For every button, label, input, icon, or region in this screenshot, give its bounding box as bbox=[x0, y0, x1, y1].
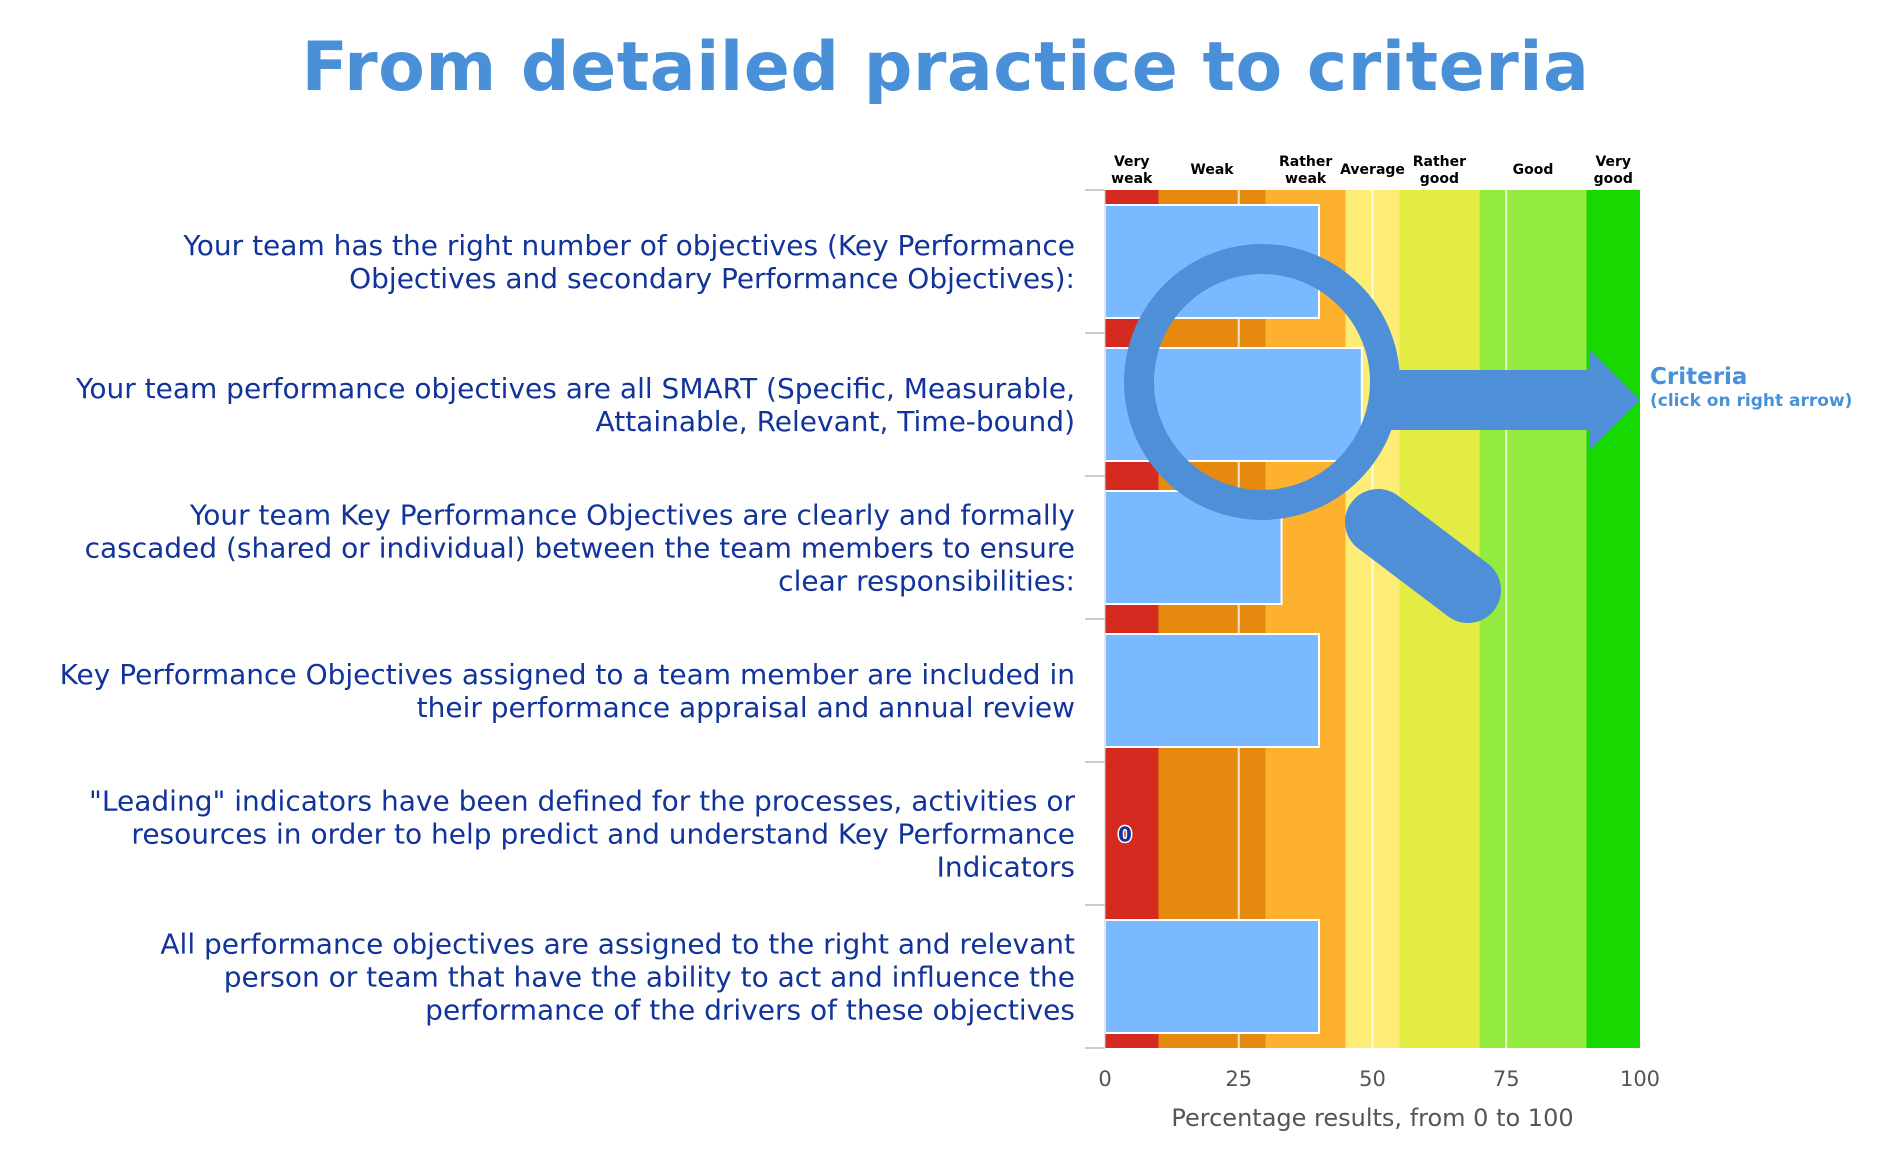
category-label: clear responsibilities: bbox=[778, 565, 1075, 598]
category-label: cascaded (shared or individual) between … bbox=[85, 532, 1075, 565]
right-arrow-icon[interactable] bbox=[1380, 350, 1640, 450]
x-tick-label: 75 bbox=[1493, 1067, 1520, 1091]
band-label: Average bbox=[1340, 162, 1405, 178]
category-label: resources in order to help predict and u… bbox=[131, 818, 1075, 851]
category-label: "Leading" indicators have been defined f… bbox=[89, 785, 1075, 818]
category-label: Attainable, Relevant, Time-bound) bbox=[596, 405, 1075, 438]
criteria-label[interactable]: Criteria bbox=[1650, 364, 1747, 390]
category-label: Objectives and secondary Performance Obj… bbox=[349, 262, 1075, 295]
x-axis: 0 25 50 75 100 Percentage results, from 0 to … bbox=[1085, 189, 1660, 1132]
category-label: All performance objectives are assigned … bbox=[160, 928, 1075, 961]
category-label: Indicators bbox=[937, 851, 1075, 884]
category-label: Your team has the right number of object… bbox=[182, 229, 1075, 262]
category-label: Your team performance objectives are all… bbox=[75, 372, 1075, 405]
magnifier-icon bbox=[1124, 244, 1501, 623]
category-label: person or team that have the ability to … bbox=[224, 961, 1075, 994]
band-2 bbox=[1265, 190, 1346, 1048]
category-label: Your team Key Performance Objectives are… bbox=[189, 499, 1075, 532]
x-tick-label: 0 bbox=[1098, 1067, 1111, 1091]
band-label: Very bbox=[1595, 154, 1631, 170]
x-tick-label: 50 bbox=[1359, 1067, 1386, 1091]
category-label: performance of the drivers of these obje… bbox=[425, 994, 1075, 1027]
band-1 bbox=[1158, 190, 1266, 1048]
category-label: their performance appraisal and annual r… bbox=[417, 691, 1075, 724]
band-label: Rather bbox=[1279, 154, 1332, 170]
band-label: good bbox=[1420, 171, 1459, 187]
value-label: 0 bbox=[1118, 823, 1132, 847]
x-tick-label: 100 bbox=[1620, 1067, 1660, 1091]
bar bbox=[1104, 633, 1320, 748]
band-label: Weak bbox=[1190, 162, 1234, 178]
band-label: Good bbox=[1513, 162, 1554, 178]
band-label: Very bbox=[1114, 154, 1150, 170]
x-tick-label: 25 bbox=[1225, 1067, 1252, 1091]
band-label: weak bbox=[1285, 171, 1327, 187]
page-title: From detailed practice to criteria bbox=[301, 28, 1590, 107]
band-5 bbox=[1479, 190, 1587, 1048]
bar bbox=[1104, 919, 1320, 1034]
x-axis-title: Percentage results, from 0 to 100 bbox=[1171, 1104, 1573, 1132]
band-label: good bbox=[1594, 171, 1633, 187]
criteria-hint: (click on right arrow) bbox=[1650, 391, 1852, 411]
band-label: weak bbox=[1111, 171, 1153, 187]
band-label: Rather bbox=[1413, 154, 1466, 170]
category-label: Key Performance Objectives assigned to a… bbox=[60, 658, 1075, 691]
category-labels: Your team has the right number of object… bbox=[60, 229, 1076, 1027]
band-6 bbox=[1586, 190, 1640, 1048]
